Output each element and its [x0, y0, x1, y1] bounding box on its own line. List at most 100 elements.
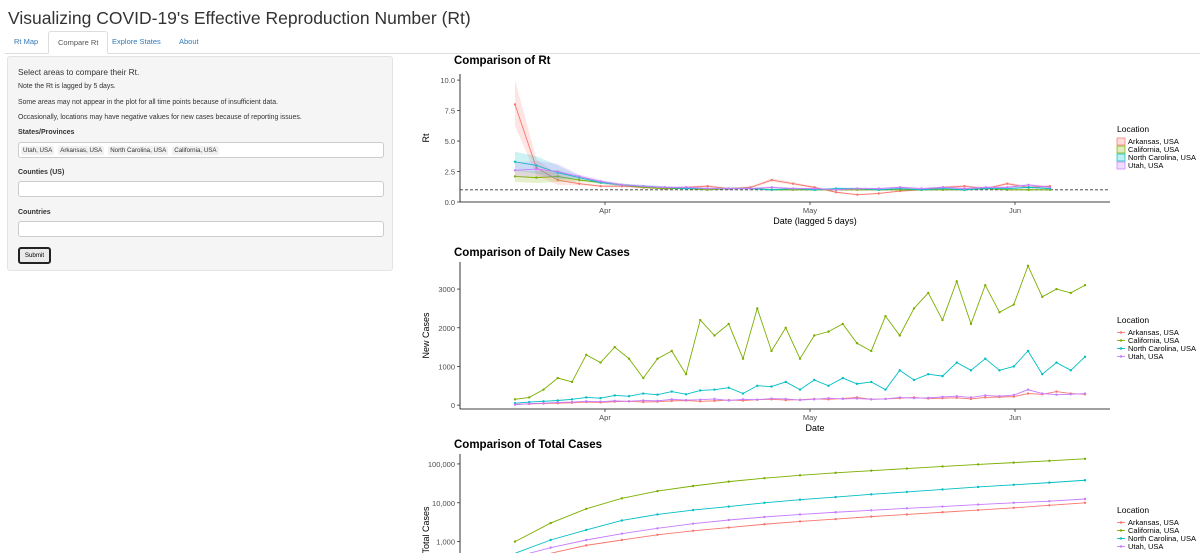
tab-rt-map[interactable]: Rt Map [14, 37, 39, 46]
legend-key-point [1119, 339, 1123, 342]
data-point [976, 485, 980, 489]
data-point [899, 186, 902, 189]
data-point [798, 498, 802, 501]
state-chip[interactable]: Utah, USA [21, 146, 55, 155]
data-point [513, 160, 517, 163]
data-point [684, 393, 688, 396]
data-point [556, 401, 559, 404]
legend-key [1116, 153, 1126, 162]
plots-area: Comparison of Rt 0.0 2.5 5.0 7.5 10.0 Apr May Ju… [405, 52, 1200, 558]
data-point [976, 503, 980, 506]
data-point [798, 388, 802, 391]
data-point [1012, 483, 1015, 487]
countries-input[interactable] [18, 221, 384, 237]
data-point [1048, 499, 1051, 503]
data-point [1012, 461, 1015, 464]
data-point [627, 357, 631, 360]
data-point [1006, 186, 1009, 189]
y-tick-label: 0 [451, 401, 455, 410]
series-line [514, 479, 1086, 554]
data-point [941, 465, 944, 468]
data-point [685, 186, 688, 189]
y-tick-label: 5.0 [445, 137, 455, 146]
tab-explore-states[interactable]: Explore States [112, 37, 161, 46]
data-point [549, 521, 552, 525]
data-point [699, 398, 702, 401]
data-point [585, 353, 588, 357]
data-point [535, 167, 538, 171]
data-point [656, 527, 659, 530]
data-point [834, 495, 837, 499]
data-point [627, 400, 631, 403]
data-point [813, 334, 816, 337]
legend-label: Utah, USA [1128, 352, 1163, 361]
x-tick-label: Jun [1009, 206, 1021, 215]
data-point [1041, 295, 1044, 299]
data-point [1026, 388, 1030, 391]
counties-input[interactable] [18, 181, 384, 197]
tab-about[interactable]: About [179, 37, 199, 46]
data-point [770, 188, 773, 192]
data-point [870, 349, 873, 353]
data-point [955, 361, 958, 364]
data-point [855, 342, 859, 345]
state-chip[interactable]: North Carolina, USA [108, 146, 169, 155]
data-point [1055, 390, 1058, 393]
data-point [542, 400, 545, 403]
data-point [1012, 506, 1015, 510]
data-point [870, 493, 873, 496]
state-chip[interactable]: California, USA [172, 146, 219, 155]
data-point [570, 400, 574, 404]
y-tick-label: 1000 [438, 362, 455, 371]
data-point [556, 399, 559, 402]
data-point [763, 523, 766, 526]
data-point [855, 397, 859, 400]
y-tick-label: 1,000 [436, 538, 455, 547]
data-point [741, 398, 745, 401]
states-input[interactable]: Utah, USA Arkansas, USA North Carolina, … [18, 142, 384, 158]
y-tick-label: 7.5 [445, 107, 455, 116]
data-point [613, 399, 616, 403]
series-line [514, 104, 1051, 196]
data-point [941, 186, 945, 189]
chart-0: Comparison of Rt 0.0 2.5 5.0 7.5 10.0 Apr May Ju… [421, 55, 1196, 226]
data-point [1027, 188, 1030, 192]
series-ribbon [515, 80, 1050, 196]
data-point [834, 188, 838, 192]
data-point [984, 394, 987, 397]
data-point [585, 507, 588, 510]
data-point [870, 509, 873, 512]
data-point [813, 187, 816, 190]
data-point [770, 178, 773, 182]
data-point [912, 396, 916, 400]
state-chip[interactable]: Arkansas, USA [58, 146, 105, 155]
data-point [1048, 481, 1051, 484]
legend-label: Arkansas, USA [1128, 328, 1179, 337]
data-point [528, 402, 531, 405]
legend-label: North Carolina, USA [1128, 534, 1196, 543]
data-point [535, 164, 538, 167]
data-point [941, 318, 944, 322]
legend-label: Arkansas, USA [1128, 518, 1179, 527]
data-point [1083, 355, 1087, 358]
series-line [529, 502, 1086, 558]
y-tick-label: 0.0 [445, 198, 455, 207]
data-point [1027, 186, 1030, 189]
y-axis-label: Total Cases [421, 506, 431, 553]
y-tick-label: 2.5 [445, 168, 455, 177]
data-point [749, 187, 752, 190]
sidebar-lead: Select areas to compare their Rt. [18, 67, 140, 77]
data-point [1026, 264, 1030, 268]
data-point [798, 513, 802, 516]
tab-compare-rt[interactable]: Compare Rt [48, 31, 109, 54]
data-point [898, 334, 901, 337]
y-tick-label: 10.0 [440, 76, 455, 85]
chart-title: Comparison of Daily New Cases [454, 247, 630, 259]
data-point [727, 526, 730, 529]
data-point [955, 395, 958, 398]
legend-title: Location [1117, 124, 1149, 134]
data-point [763, 476, 766, 480]
data-point [620, 538, 624, 542]
data-point [585, 528, 588, 532]
submit-button[interactable]: Submit [18, 247, 51, 264]
